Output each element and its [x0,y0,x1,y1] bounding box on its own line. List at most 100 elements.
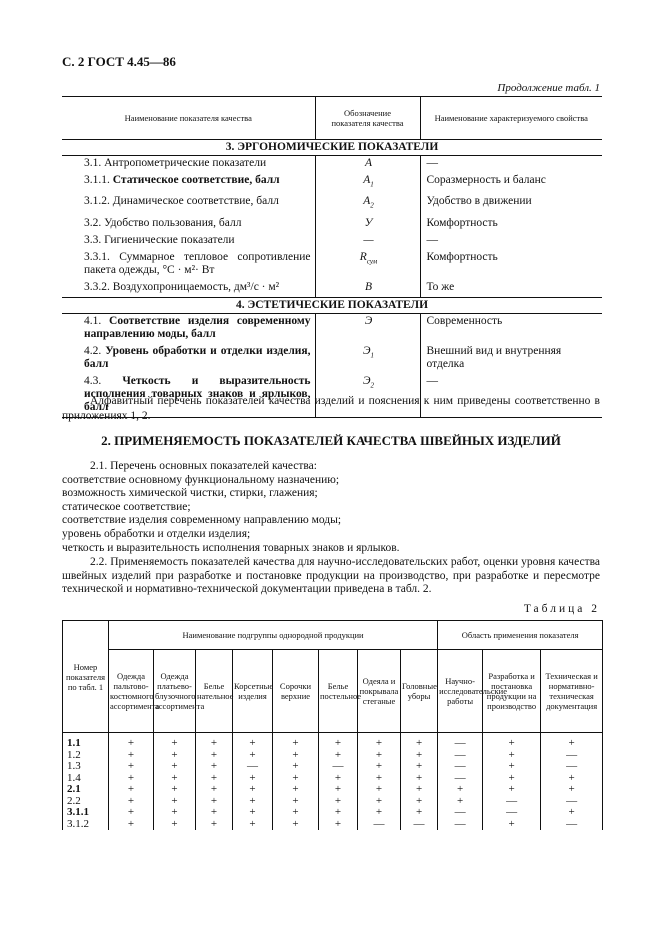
item-number: 4.2. [84,344,102,357]
mark: + [272,760,319,773]
mark: + [153,818,196,830]
mark: — [437,818,484,830]
mark: + [108,760,154,773]
mark: + [318,818,358,830]
list-item: четкость и выразительность исполнения то… [62,541,400,554]
indicator-name: 3.2. Удобство пользования, балл [62,216,315,233]
symbol: А [314,155,420,173]
list-item: статическое соответствие; [62,500,191,513]
mark: + [232,818,273,830]
mark: + [482,760,542,773]
symbol: Э1 [314,343,420,374]
mark: + [153,806,196,819]
mark: + [540,772,604,784]
table-row: 3.1. Антропометрические показатели А — [62,155,602,173]
mark: + [482,783,542,796]
mark: + [399,749,439,761]
number-header: Номер показателя по табл. 1 [62,620,109,733]
mark: + [399,772,439,784]
mark: + [540,806,604,819]
group-header: Наименование подгруппы однородной продук… [107,620,439,650]
list-intro: 2.1. Перечень основных показателей качес… [90,460,317,472]
item-text: Уровень обработки и отделки изделия, бал… [84,344,311,370]
mark: + [399,783,439,796]
product-header: Сорочки верхние [272,649,319,733]
symbol: A2 [314,194,420,216]
property: То же [419,279,602,298]
mark: — [437,806,484,819]
mark: — [540,749,604,761]
mark: + [318,732,358,750]
indicator-name: 3.1.2. Динамическое соответствие, балл [62,194,315,215]
item-text: Статическое соответствие, балл [112,174,280,186]
mark: — [540,818,604,830]
symbol-sub: 2 [370,201,374,210]
symbol: В [314,279,420,298]
row-number: 2.1 [62,783,109,796]
property: — [419,155,602,173]
mark: + [195,783,233,796]
symbol: Э [314,313,420,344]
indicator-name: 3.3.2. Воздухопроницаемость, дм³/с · м² [62,280,315,298]
item-number: 3.3.1. [84,250,110,263]
mark: + [399,732,439,750]
table-row: 4.1. Соответствие изделия современному н… [62,313,602,344]
mark: + [153,783,196,796]
table-row: 3.1.1. Статическое соответствие, балл A1 С… [62,173,602,195]
list-item: соответствие основному функциональному н… [62,473,340,486]
property: — [419,373,602,418]
indicator-name: 3.1.1. Статическое соответствие, балл [62,173,315,194]
mark: + [153,732,196,750]
mark: + [437,783,484,796]
table-row: 4. ЭСТЕТИЧЕСКИЕ ПОКАЗАТЕЛИ [62,296,602,314]
item-number: 3.2. [84,216,102,229]
mark: + [357,783,401,796]
area-header: Разработка и постановка продукции на про… [482,649,542,733]
mark: — [399,818,439,830]
header-row: Номер показателя по табл. 1 Наименование… [62,620,604,733]
mark: + [272,818,319,830]
table-row: 4.3. Четкость и выразительность исполнен… [62,373,602,418]
table-row: 3. ЭРГОНОМИЧЕСКИЕ ПОКАЗАТЕЛИ [62,139,602,156]
symbol: — [314,232,420,250]
mark: + [399,760,439,773]
symbol-main: Э [362,344,371,357]
mark: + [482,732,542,750]
mark: — [482,806,542,819]
mark: — [540,760,604,773]
mark: + [540,732,604,750]
product-header: Одежда пальтово-костюмного ассортимента [108,649,159,733]
mark: + [272,806,319,819]
mark: + [232,732,273,750]
column-header: Наименование показателя качества [62,96,315,140]
mark: + [357,732,401,750]
item-number: 4.1. [84,314,102,327]
section-heading: 3. ЭРГОНОМИЧЕСКИЕ ПОКАЗАТЕЛИ [62,139,602,156]
paragraph: 2.2. Применяемость показателей качества … [62,556,600,596]
mark: + [399,806,439,819]
mark: + [195,732,233,750]
group-header: Область применения показателя [437,620,604,650]
symbol-main: R [359,250,367,263]
table-row: 3.3.1. Суммарное тепловое сопротивление … [62,249,602,280]
symbol: Э2 [314,373,420,418]
table-row: 1.4 + + + + + + + + — + + [62,772,604,784]
symbol: A1 [314,173,420,195]
applicability-table: Номер показателя по табл. 1 Наименование… [62,620,604,830]
mark: + [108,783,154,796]
item-number: 4.3. [84,374,102,387]
item-text: Четкость и выразительность исполнения то… [84,374,311,413]
property: — [419,232,602,250]
mark: + [232,783,273,796]
property: Комфортность [419,215,602,233]
item-text: Динамическое соответствие, балл [112,195,279,208]
mark: + [318,806,358,819]
mark: — [318,760,358,773]
item-text: Соответствие изделия современному направ… [84,314,311,340]
symbol: У [314,215,420,233]
table-row: 1.1 + + + + + + + + — + + [62,732,604,750]
indicator-name: 3.3. Гигиенические показатели [62,233,315,250]
product-header: Белье нательное [195,649,233,733]
list: 2.1. Перечень основных показателей качес… [62,460,600,555]
